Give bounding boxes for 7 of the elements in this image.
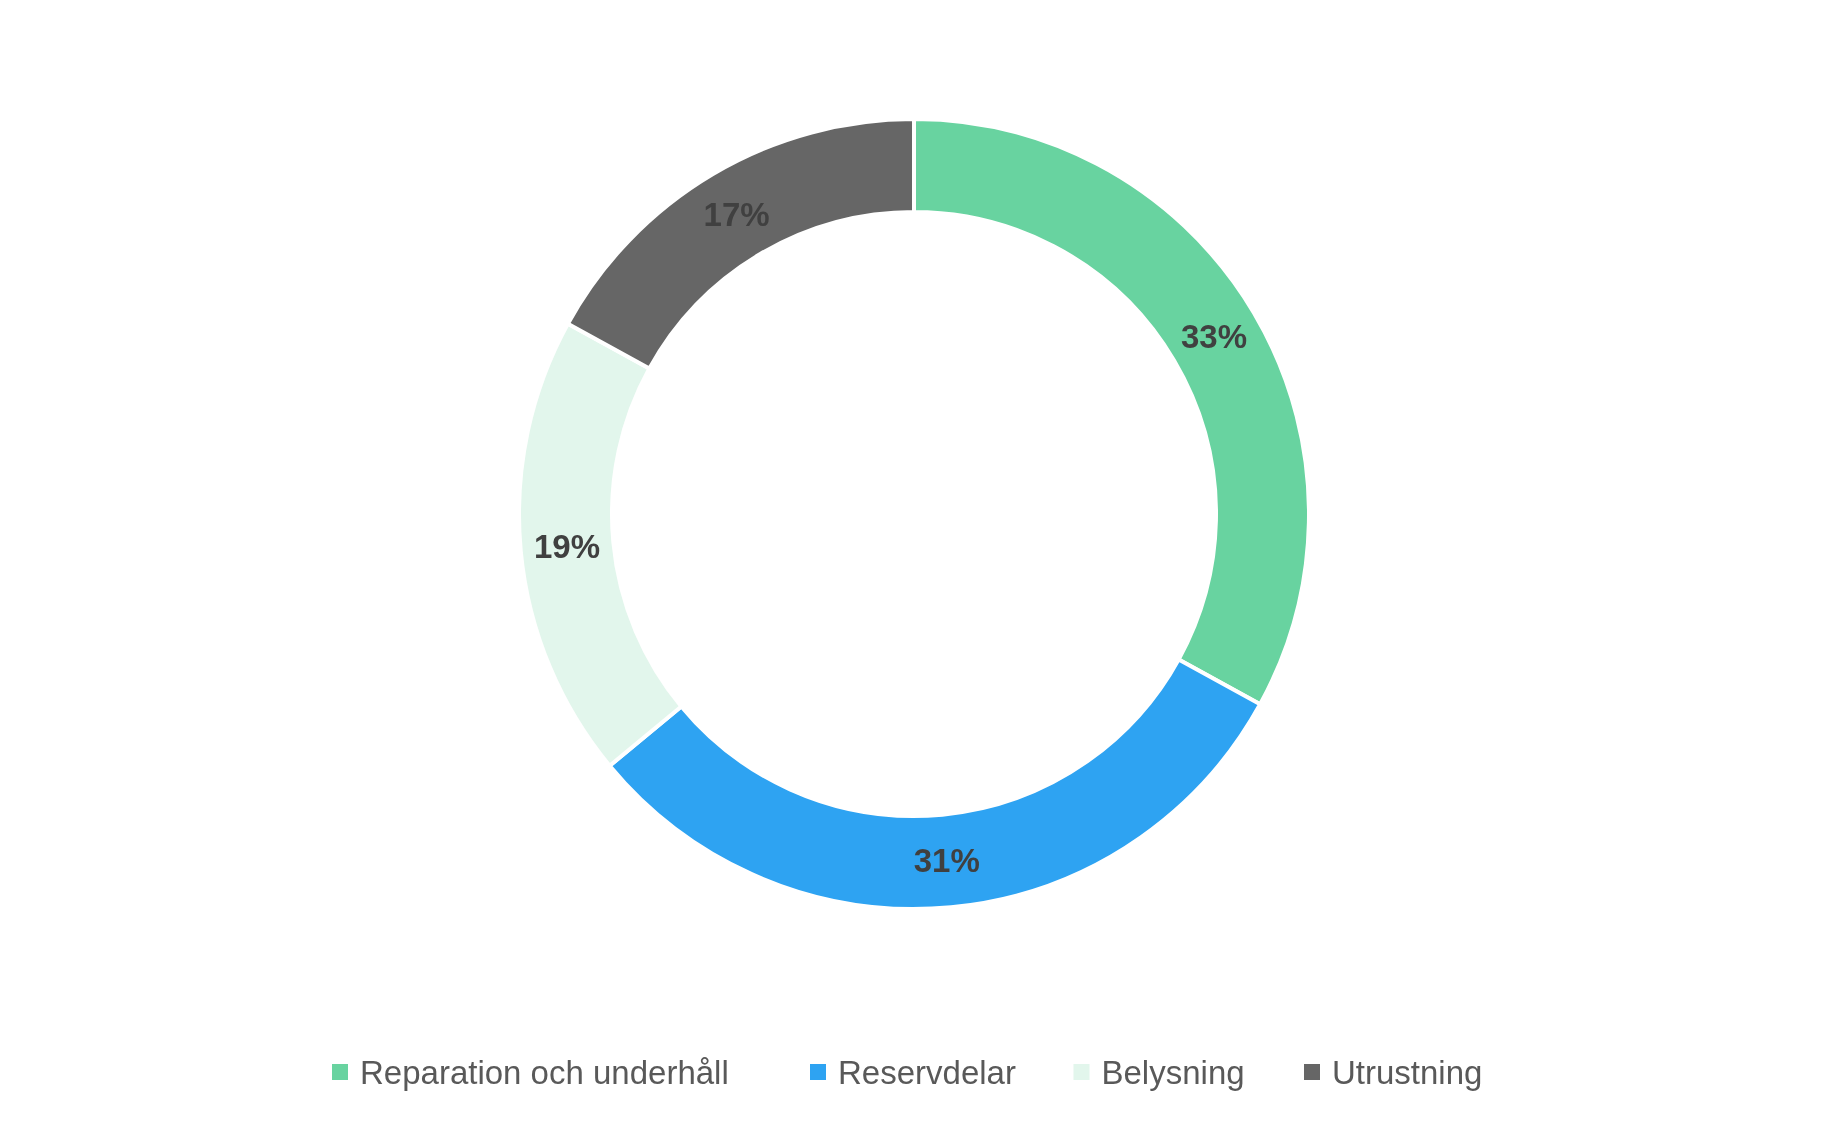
data-label: 19%	[534, 528, 601, 566]
legend-label: Reservdelar	[838, 1053, 1016, 1091]
legend-label: Utrustning	[1332, 1053, 1483, 1091]
data-label: 31%	[913, 842, 980, 880]
data-label: 33%	[1180, 318, 1247, 356]
legend-label: Belysning	[1101, 1053, 1245, 1091]
legend-label: Reparation och underhåll	[360, 1053, 729, 1091]
